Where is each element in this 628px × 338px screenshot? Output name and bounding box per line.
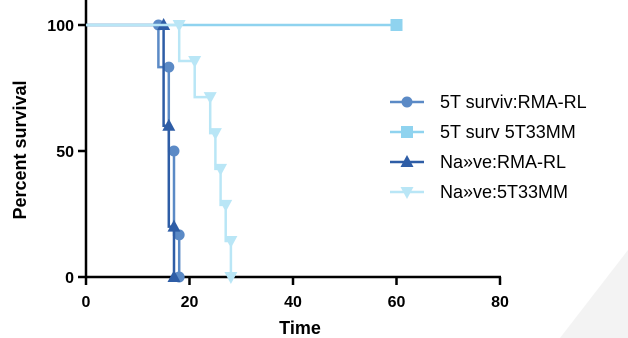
data-point-circle <box>168 145 180 157</box>
y-tick-label: 0 <box>65 270 74 287</box>
data-point-triangle-down <box>172 20 186 32</box>
legend-item-3: Na»ve:RMA-RL <box>390 152 566 172</box>
data-point-triangle-down <box>224 235 238 248</box>
x-tick-label: 40 <box>284 294 302 311</box>
legend-label: Na»ve:RMA-RL <box>440 152 566 172</box>
series-line <box>86 23 176 277</box>
series-line <box>86 23 181 277</box>
data-point-triangle-up <box>167 219 181 232</box>
plot-area <box>86 18 403 284</box>
x-tick-label: 60 <box>388 294 406 311</box>
legend: 5T surviv:RMA-RL 5T surv 5T33MM Na»ve:RMA-… <box>390 92 587 202</box>
data-point-circle <box>173 229 185 241</box>
data-point-square <box>390 19 403 31</box>
data-point-triangle-down <box>214 163 228 176</box>
data-point-triangle-down <box>219 199 233 212</box>
corner-shading <box>560 250 628 338</box>
data-point-triangle-down <box>203 92 217 105</box>
y-tick-label: 50 <box>56 144 74 161</box>
y-tick-label: 100 <box>47 18 74 35</box>
data-point-triangle-up <box>167 270 181 282</box>
data-point-triangle-up <box>162 118 176 131</box>
data-point-circle <box>401 96 413 108</box>
series-4 <box>86 20 238 284</box>
x-axis-title: Time <box>279 318 321 338</box>
data-point-triangle-down <box>188 56 202 69</box>
y-axis-title: Percent survival <box>10 80 30 219</box>
axes: 0 20 40 60 80 0 50 100 <box>47 0 509 311</box>
data-point-triangle-up <box>400 155 414 167</box>
x-tick-label: 0 <box>82 294 91 311</box>
legend-item-4: Na»ve:5T33MM <box>390 182 568 202</box>
legend-label: 5T surv 5T33MM <box>440 122 576 142</box>
legend-label: 5T surviv:RMA-RL <box>440 92 587 112</box>
series-3 <box>86 18 181 282</box>
legend-item-2: 5T surv 5T33MM <box>390 122 576 142</box>
data-point-triangle-down <box>224 272 238 284</box>
x-tick-label: 20 <box>181 294 199 311</box>
legend-label: Na»ve:5T33MM <box>440 182 568 202</box>
data-point-square <box>401 126 413 138</box>
legend-item-1: 5T surviv:RMA-RL <box>390 92 587 112</box>
data-point-triangle-down <box>208 128 222 141</box>
data-point-circle <box>163 61 175 73</box>
x-tick-label: 80 <box>491 294 509 311</box>
data-point-triangle-down <box>400 187 414 199</box>
